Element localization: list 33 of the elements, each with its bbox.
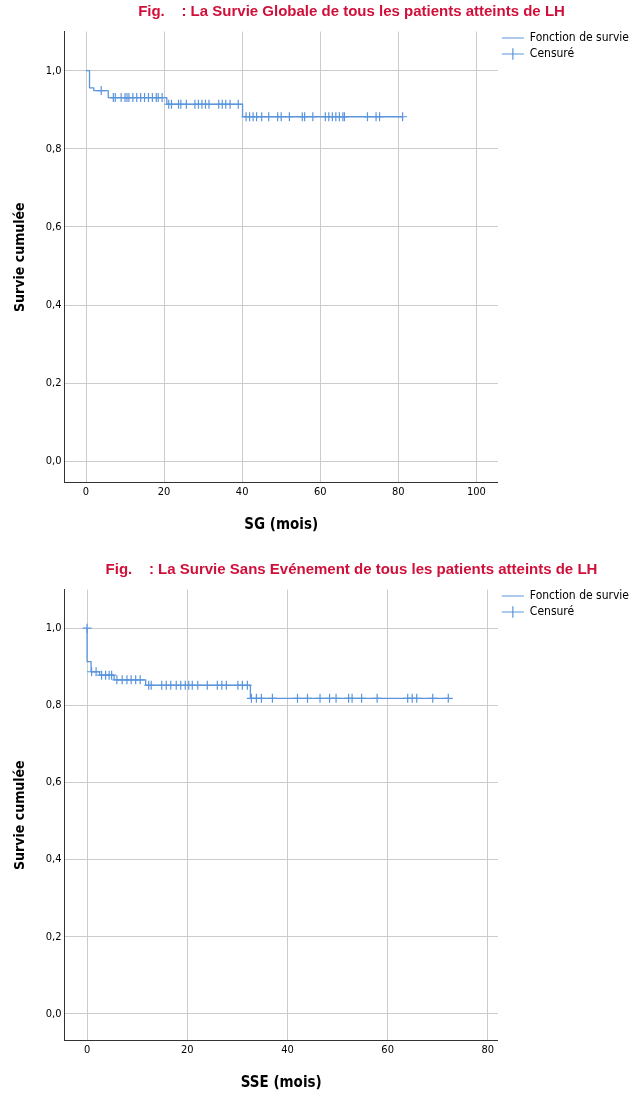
x-tick-label: 100: [466, 485, 486, 499]
y-tick-label: 0,8: [45, 698, 62, 712]
legend-label: Censuré: [529, 604, 575, 619]
x-axis-title: SSE (mois): [240, 1072, 322, 1091]
chart-title: Fig. : La Survie Sans Evénement de tous les patients atteints de LH: [104, 559, 599, 579]
x-tick-label: 20: [180, 1043, 194, 1057]
x-tick-label: 0: [83, 1043, 91, 1057]
x-tick-label: 40: [281, 1043, 294, 1057]
y-tick-label: 0,0: [45, 454, 62, 468]
legend-label: Fonction de survie: [529, 30, 630, 45]
x-tick-label: 80: [481, 1043, 495, 1057]
y-tick-label: 0,4: [45, 297, 62, 311]
x-tick-label: 60: [313, 485, 327, 499]
y-axis-title: Survie cumulée: [11, 202, 28, 313]
x-tick-label: 20: [157, 485, 171, 499]
y-tick-label: 1,0: [45, 621, 62, 635]
x-tick-label: 40: [235, 485, 249, 499]
y-tick-label: 0,6: [45, 219, 62, 233]
y-axis-title: Survie cumulée: [11, 760, 28, 871]
legend-label: Censuré: [529, 46, 575, 61]
y-tick-label: 0,0: [45, 1006, 62, 1020]
y-tick-label: 0,6: [45, 775, 62, 789]
y-tick-label: 0,2: [45, 376, 62, 390]
y-tick-label: 1,0: [45, 63, 62, 77]
x-tick-label: 0: [82, 485, 90, 499]
legend-label: Fonction de survie: [529, 588, 630, 603]
x-tick-label: 80: [392, 485, 405, 499]
y-tick-label: 0,4: [45, 852, 62, 866]
x-axis-title: SG (mois): [244, 514, 319, 533]
y-tick-label: 0,8: [45, 141, 62, 155]
y-tick-label: 0,2: [45, 929, 62, 943]
x-tick-label: 60: [381, 1043, 394, 1057]
chart-title: Fig. : La Survie Globale de tous les patients atteints de LH: [137, 1, 566, 21]
